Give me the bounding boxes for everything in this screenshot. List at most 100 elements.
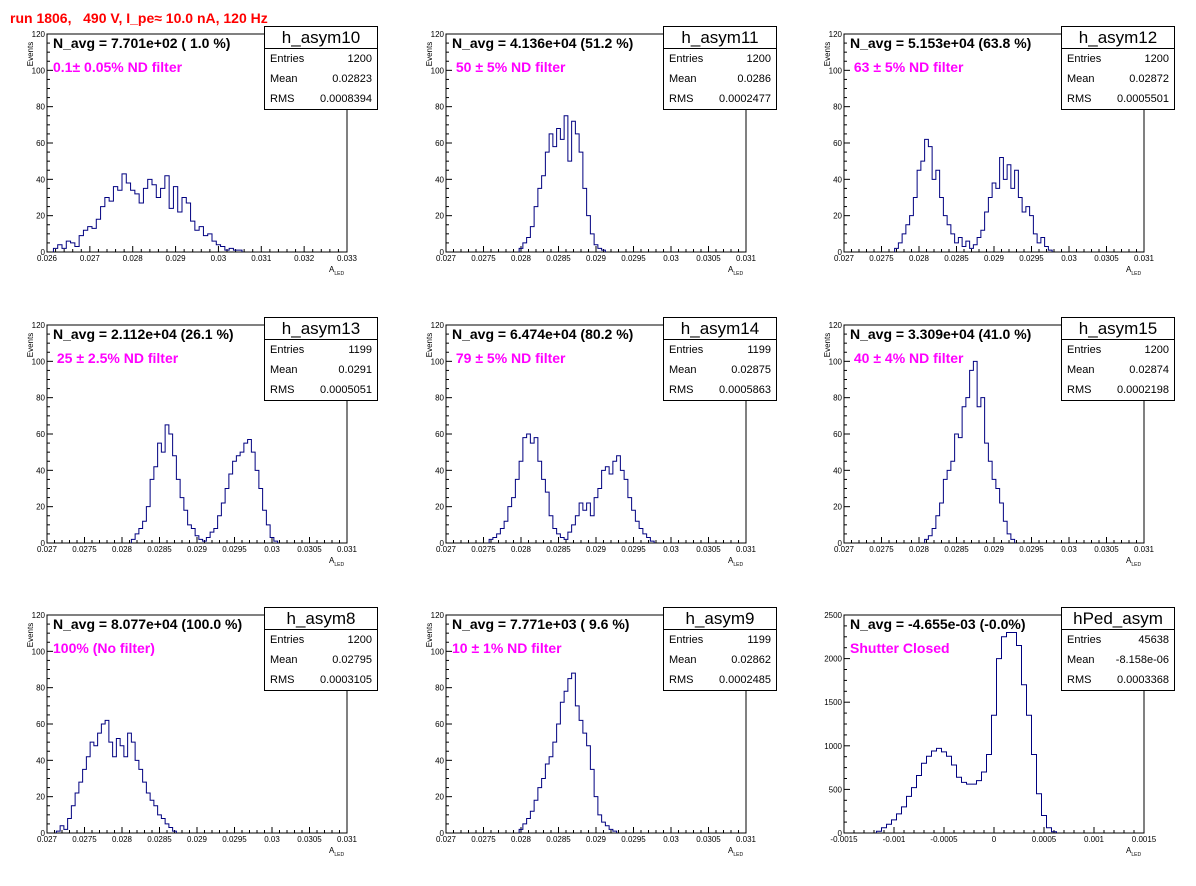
x-tick-label: 0.0005 [1032, 835, 1057, 844]
histogram-bin [210, 532, 214, 543]
histogram-bin [977, 407, 981, 543]
histogram-bin [632, 510, 636, 543]
histogram-bin [966, 241, 970, 252]
histogram-bin [161, 452, 165, 543]
histogram-bin [66, 241, 70, 252]
y-tick-label: 80 [36, 103, 45, 112]
y-tick-label: 60 [36, 720, 45, 729]
x-tick-label: 0.03 [264, 545, 280, 554]
histogram-bin [579, 152, 583, 252]
histogram-bin [977, 781, 982, 833]
stats-row-rms: RMS 0.0008394 [265, 89, 377, 109]
histogram-bin [895, 248, 899, 252]
histogram-bin [927, 756, 932, 833]
histogram-bin [523, 824, 527, 833]
histogram-bin [560, 702, 564, 833]
y-tick-label: 2000 [824, 655, 842, 664]
histogram-bin [609, 474, 613, 543]
histogram-bin [497, 534, 501, 543]
histogram-bin [936, 170, 940, 252]
histogram-bin [527, 434, 531, 543]
histogram-bin [906, 225, 910, 252]
histogram-bin [992, 183, 996, 252]
histogram-bin [530, 811, 534, 833]
histogram-bin [602, 470, 606, 543]
y-tick-label: 100 [431, 647, 445, 656]
histogram-bin [236, 456, 240, 543]
histogram-bin [58, 245, 62, 252]
y-tick-label: 40 [435, 756, 444, 765]
histogram-bin [221, 247, 225, 252]
stats-key: RMS [669, 674, 694, 686]
y-tick-label: 100 [829, 357, 843, 366]
histogram-bin [263, 510, 267, 543]
histogram-bin [987, 755, 992, 833]
histogram-bin [79, 236, 83, 252]
filter-label: 40 ± 4% ND filter [850, 350, 964, 366]
histogram-bin [564, 691, 568, 833]
histogram-bin [917, 170, 921, 252]
histogram-bin [643, 534, 647, 543]
histogram-bin [122, 174, 126, 252]
stats-row-mean: Mean -8.158e-06 [1062, 650, 1174, 670]
histogram-bin [579, 503, 583, 543]
stats-row-mean: Mean 0.02875 [664, 360, 776, 380]
histogram-bin [981, 398, 985, 543]
histogram-bin [560, 139, 564, 252]
histogram-bin [1011, 539, 1015, 543]
histogram-bin [173, 831, 177, 833]
histogram-bin [248, 439, 252, 543]
x-axis-title: ALED [1126, 265, 1141, 277]
histogram-outline [518, 672, 618, 833]
histogram-bin [557, 724, 561, 833]
x-tick-label: 0.027 [436, 835, 457, 844]
histogram-svg: 0 20 40 60 80 100 120 0.027 0.0275 0.028 0.0285 0.0… [823, 30, 1155, 277]
histogram-bin [113, 187, 117, 252]
stats-box: h_asym9 Entries 1199 Mean 0.02862 RMS 0.000248… [663, 607, 777, 691]
stats-key: RMS [270, 674, 295, 686]
histogram-bin [996, 188, 1000, 252]
stats-row-entries: Entries 1199 [664, 630, 776, 650]
y-tick-label: 80 [435, 103, 444, 112]
histogram-bin [1032, 755, 1037, 833]
histogram-bin [966, 398, 970, 543]
histogram-bin [590, 516, 594, 543]
histogram-bin [126, 183, 130, 252]
stats-key: RMS [1067, 93, 1092, 105]
histogram-bin [902, 234, 906, 252]
histogram-bin [270, 538, 274, 543]
histogram-bin [1000, 158, 1004, 252]
stats-row-mean: Mean 0.0286 [664, 69, 776, 89]
histogram-panel-h_asym11: 0 20 40 60 80 100 120 0.027 0.0275 0.028 0.0285 0.0… [399, 20, 779, 305]
histogram-bin [523, 243, 527, 252]
stats-key: Entries [1067, 634, 1102, 646]
histogram-bin [173, 456, 177, 543]
histogram-bin [233, 250, 237, 252]
histogram-bin [598, 489, 602, 544]
histogram-bin [1030, 216, 1034, 252]
histogram-bin [932, 528, 936, 543]
histogram-bin [139, 203, 143, 252]
histogram-bin [942, 752, 947, 833]
stats-value: 0.0005863 [719, 384, 771, 396]
histogram-bin [169, 434, 173, 543]
stats-box-title: h_asym8 [265, 608, 377, 630]
histogram-bin [647, 538, 651, 543]
histogram-bin [214, 528, 218, 543]
histogram-outline [130, 424, 279, 543]
histogram-bin [958, 237, 962, 252]
histogram-bin [932, 179, 936, 252]
y-axis-title: Events [26, 42, 35, 66]
stats-box-title: h_asym10 [265, 27, 377, 49]
histogram-bin [1018, 198, 1022, 253]
histogram-bin [96, 219, 100, 252]
histogram-bin [951, 461, 955, 543]
histogram-bin [62, 248, 66, 252]
histogram-bin [545, 152, 549, 252]
stats-value: 1199 [747, 634, 771, 646]
stats-row-rms: RMS 0.0003368 [1062, 670, 1174, 690]
y-tick-label: 80 [833, 103, 842, 112]
stats-row-rms: RMS 0.0005863 [664, 380, 776, 400]
x-tick-label: 0.031 [337, 545, 358, 554]
x-tick-label: 0.029 [166, 254, 187, 263]
